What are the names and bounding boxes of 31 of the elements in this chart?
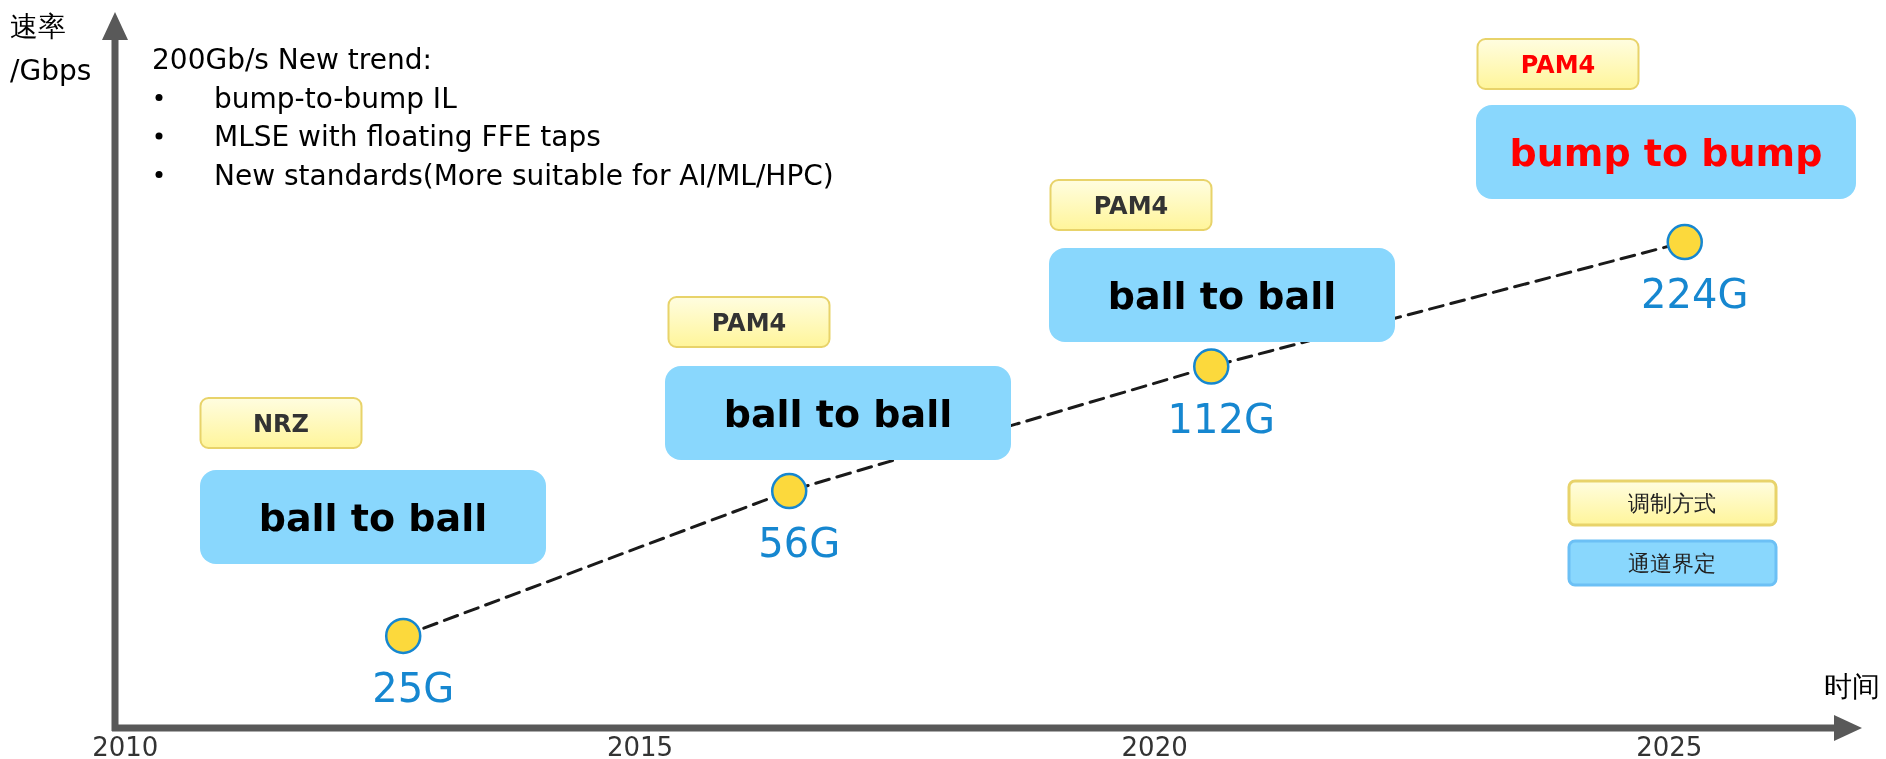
data-label: 112G <box>1167 395 1275 442</box>
x-axis-title: 时间 <box>1824 670 1880 703</box>
annotation: 调制方式 <box>1628 490 1716 516</box>
data-label: 56G <box>758 520 841 567</box>
rounded-box: PAM4 <box>1476 38 1640 90</box>
text: bump-to-bump IL <box>214 81 458 115</box>
rounded-box: PAM4 <box>1049 179 1213 231</box>
x-tick-label: 2020 <box>1121 732 1188 759</box>
x-tick-label: 2025 <box>1636 732 1703 759</box>
text: New standards(More suitable for AI/ML/HPC) <box>214 158 834 192</box>
rounded-box: 通道界定 <box>1567 539 1778 587</box>
annotation: 通道界定 <box>1628 550 1716 576</box>
annotation: ball to ball <box>258 495 488 540</box>
data-label: 224G <box>1641 271 1749 318</box>
text: MLSE with floating FFE taps <box>214 120 601 153</box>
rounded-box: ball to ball <box>200 470 546 564</box>
rounded-box: 调制方式 <box>1567 479 1778 527</box>
data-label: 25G <box>372 664 455 711</box>
rounded-box: NRZ <box>199 397 363 449</box>
annotation: ball to ball <box>723 391 953 436</box>
text: 速率/Gbps <box>10 10 92 87</box>
rounded-box: ball to ball <box>665 366 1011 460</box>
annotation: PAM4 <box>711 308 787 337</box>
rounded-box: PAM4 <box>667 296 831 348</box>
annotation: ball to ball <box>1107 273 1337 318</box>
x-tick-label: 2015 <box>606 732 674 759</box>
annotation: NRZ <box>253 409 309 438</box>
x-tick-label: 2010 <box>92 732 159 759</box>
rounded-box: ball to ball <box>1049 248 1395 342</box>
rounded-box: bump to bump <box>1476 105 1856 199</box>
text: 200Gb/s New trend: <box>152 43 432 76</box>
